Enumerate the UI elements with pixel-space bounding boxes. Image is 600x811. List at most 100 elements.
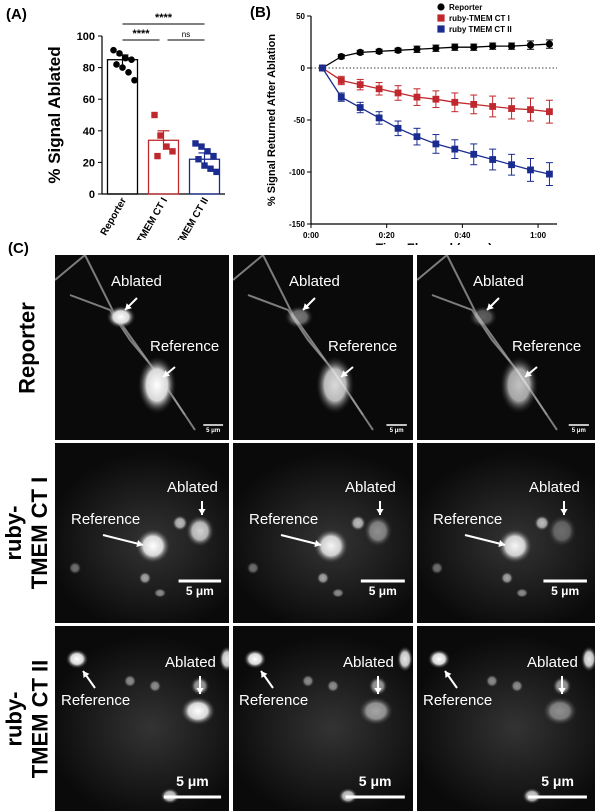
data-point bbox=[526, 41, 535, 49]
data-point bbox=[198, 143, 205, 150]
fluorescent-puncta bbox=[430, 561, 444, 575]
ablated-annotation: Ablated bbox=[529, 479, 580, 496]
fluorescent-puncta bbox=[427, 649, 451, 669]
row-label: ruby- TMEM CT I bbox=[0, 443, 55, 623]
arrowhead-icon bbox=[374, 688, 382, 694]
data-point bbox=[128, 56, 135, 63]
fluorescent-puncta bbox=[485, 674, 499, 688]
data-point bbox=[432, 140, 440, 148]
micrograph-image bbox=[55, 452, 229, 623]
data-point bbox=[545, 40, 554, 48]
y-tick-label: -150 bbox=[289, 220, 306, 229]
arrowhead-icon bbox=[136, 540, 143, 548]
ablated-annotation: Ablated bbox=[167, 479, 218, 496]
row-label: ruby- TMEM CT II bbox=[0, 626, 55, 811]
fluorescent-puncta bbox=[326, 679, 340, 693]
y-tick-label: 80 bbox=[83, 63, 95, 75]
arrowhead-icon bbox=[341, 370, 348, 377]
data-point bbox=[157, 132, 164, 139]
fluorescent-puncta bbox=[315, 356, 355, 414]
row-label-line: TMEM CT II bbox=[27, 659, 52, 778]
fluorescent-puncta bbox=[284, 305, 314, 329]
data-point bbox=[451, 98, 459, 106]
x-tick-label: 0:40 bbox=[454, 231, 471, 240]
fluorescent-puncta bbox=[313, 528, 349, 564]
chart-b-signal-returned: -150 -100 -50 0 50 0:00 0:20 0:40 1:00 Time Elaps… bbox=[266, 3, 557, 245]
arrow-icon bbox=[280, 534, 322, 546]
y-tick-label: -50 bbox=[293, 116, 305, 125]
fluorescent-puncta bbox=[301, 674, 315, 688]
micrograph-image bbox=[417, 635, 595, 811]
data-point bbox=[204, 148, 211, 155]
data-point bbox=[337, 93, 345, 101]
data-point bbox=[195, 156, 202, 163]
data-point bbox=[201, 162, 208, 169]
data-point bbox=[207, 165, 214, 172]
fluorescent-puncta bbox=[137, 356, 177, 414]
panel-c-microscopy-grid: Reporter Ablated Reference 5 μm Ablated Refer… bbox=[0, 255, 600, 811]
data-point bbox=[210, 152, 217, 160]
data-point bbox=[451, 43, 459, 51]
reference-annotation: Reference bbox=[433, 511, 503, 528]
arrowhead-icon bbox=[445, 671, 452, 678]
arrowhead-icon bbox=[261, 671, 268, 678]
scale-bar-label: 5 μm bbox=[389, 428, 404, 434]
arrowhead-icon bbox=[498, 540, 505, 548]
reference-annotation: Reference bbox=[150, 338, 220, 355]
data-point bbox=[318, 64, 326, 72]
fluorescent-puncta bbox=[515, 588, 529, 598]
panel-label-a: (A) bbox=[6, 6, 27, 23]
data-point bbox=[413, 45, 421, 53]
scale-bar-label: 5 μm bbox=[185, 584, 214, 598]
y-tick-label: 20 bbox=[83, 157, 95, 169]
data-point bbox=[213, 168, 220, 176]
fluorescent-puncta bbox=[148, 679, 162, 693]
micrograph-image bbox=[55, 635, 229, 811]
fluorescent-puncta bbox=[397, 646, 413, 672]
data-point bbox=[154, 152, 161, 160]
ablated-annotation: Ablated bbox=[473, 273, 524, 290]
data-point bbox=[110, 46, 117, 54]
y-axis-label: % Signal Ablated bbox=[45, 46, 64, 183]
fluorescent-puncta bbox=[331, 588, 345, 598]
arrowhead-icon bbox=[560, 509, 568, 515]
significance-label: **** bbox=[155, 12, 173, 24]
fluorescent-puncta bbox=[499, 356, 539, 414]
fluorescent-puncta bbox=[172, 515, 188, 531]
arrowhead-icon bbox=[558, 688, 566, 694]
scale-bar-label: 5 μm bbox=[206, 428, 221, 434]
fluorescent-puncta bbox=[153, 588, 167, 598]
fluorescent-puncta bbox=[135, 528, 171, 564]
micrograph-image bbox=[55, 255, 224, 431]
data-point bbox=[470, 101, 478, 108]
data-point bbox=[527, 106, 534, 113]
data-point bbox=[131, 76, 138, 84]
data-point bbox=[432, 44, 440, 52]
row-label-line: ruby- bbox=[1, 691, 26, 746]
x-tick-label: 0:00 bbox=[303, 231, 320, 240]
data-point bbox=[192, 140, 199, 147]
arrowhead-icon bbox=[196, 688, 204, 694]
micrograph: Ablated Reference 5 μm bbox=[55, 443, 229, 623]
micrograph: Ablated Reference 5 μm bbox=[417, 255, 595, 440]
y-tick-label: 60 bbox=[83, 94, 95, 106]
micrograph: Ablated Reference 5 μm bbox=[417, 626, 595, 811]
fluorescent-puncta bbox=[68, 561, 82, 575]
fluorescent-puncta bbox=[497, 528, 533, 564]
legend-marker bbox=[437, 25, 445, 33]
data-point bbox=[413, 133, 421, 141]
data-point bbox=[375, 114, 383, 122]
legend-label: ruby-TMEM CT I bbox=[449, 14, 510, 23]
data-point bbox=[451, 145, 459, 153]
data-point bbox=[356, 104, 364, 111]
data-point bbox=[470, 150, 478, 158]
data-point bbox=[169, 148, 176, 155]
fluorescent-puncta bbox=[185, 515, 215, 547]
fluorescent-puncta bbox=[65, 649, 89, 669]
legend-marker bbox=[437, 14, 445, 22]
data-point bbox=[113, 61, 120, 68]
fluorescent-puncta bbox=[510, 679, 524, 693]
y-tick-label: -100 bbox=[289, 168, 306, 177]
background-haze bbox=[417, 635, 595, 811]
fluorescent-puncta bbox=[542, 696, 578, 726]
